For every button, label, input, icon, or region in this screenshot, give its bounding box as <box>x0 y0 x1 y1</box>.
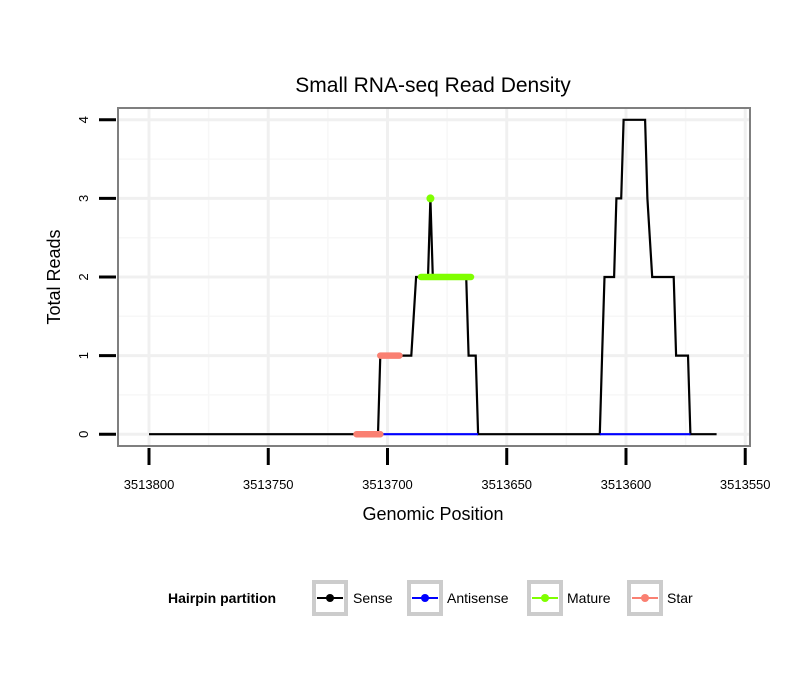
chart-title: Small RNA-seq Read Density <box>295 74 571 97</box>
legend-label: Mature <box>567 590 611 606</box>
plot-border <box>117 107 751 447</box>
legend-key-dot <box>541 594 549 602</box>
x-tick-label: 3513700 <box>362 477 413 492</box>
legend-key-dot <box>641 594 649 602</box>
legend-label: Sense <box>353 590 393 606</box>
y-tick-label: 3 <box>76 195 91 202</box>
series-layer <box>149 118 717 438</box>
x-axis-title: Genomic Position <box>362 504 503 524</box>
x-tick-label: 3513600 <box>601 477 652 492</box>
legend-label: Antisense <box>447 590 509 606</box>
legend-title: Hairpin partition <box>168 590 276 606</box>
legend: Hairpin partition Sense Antisense Mature St… <box>168 580 693 616</box>
y-tick-label: 0 <box>76 431 91 438</box>
legend-label: Star <box>667 590 693 606</box>
legend-entry-sense: Sense <box>312 580 393 616</box>
series-point-mature-0 <box>426 194 435 203</box>
y-axis-title: Total Reads <box>44 229 64 324</box>
y-tick-label: 4 <box>76 116 91 123</box>
x-tick-label: 3513650 <box>481 477 532 492</box>
legend-entry-star: Star <box>627 580 693 616</box>
x-tick-label: 3513550 <box>720 477 771 492</box>
legend-entry-mature: Mature <box>527 580 611 616</box>
legend-key-dot <box>326 594 334 602</box>
plot-panel <box>117 107 751 447</box>
legend-key-dot <box>421 594 429 602</box>
y-axis: 0 1 2 3 4 <box>76 116 116 438</box>
y-tick-label: 1 <box>76 352 91 359</box>
x-tick-label: 3513750 <box>243 477 294 492</box>
x-tick-label: 3513800 <box>124 477 175 492</box>
y-tick-label: 2 <box>76 273 91 280</box>
legend-entry-antisense: Antisense <box>407 580 509 616</box>
x-axis: 3513800 3513750 3513700 3513650 3513600 35135… <box>124 448 771 492</box>
